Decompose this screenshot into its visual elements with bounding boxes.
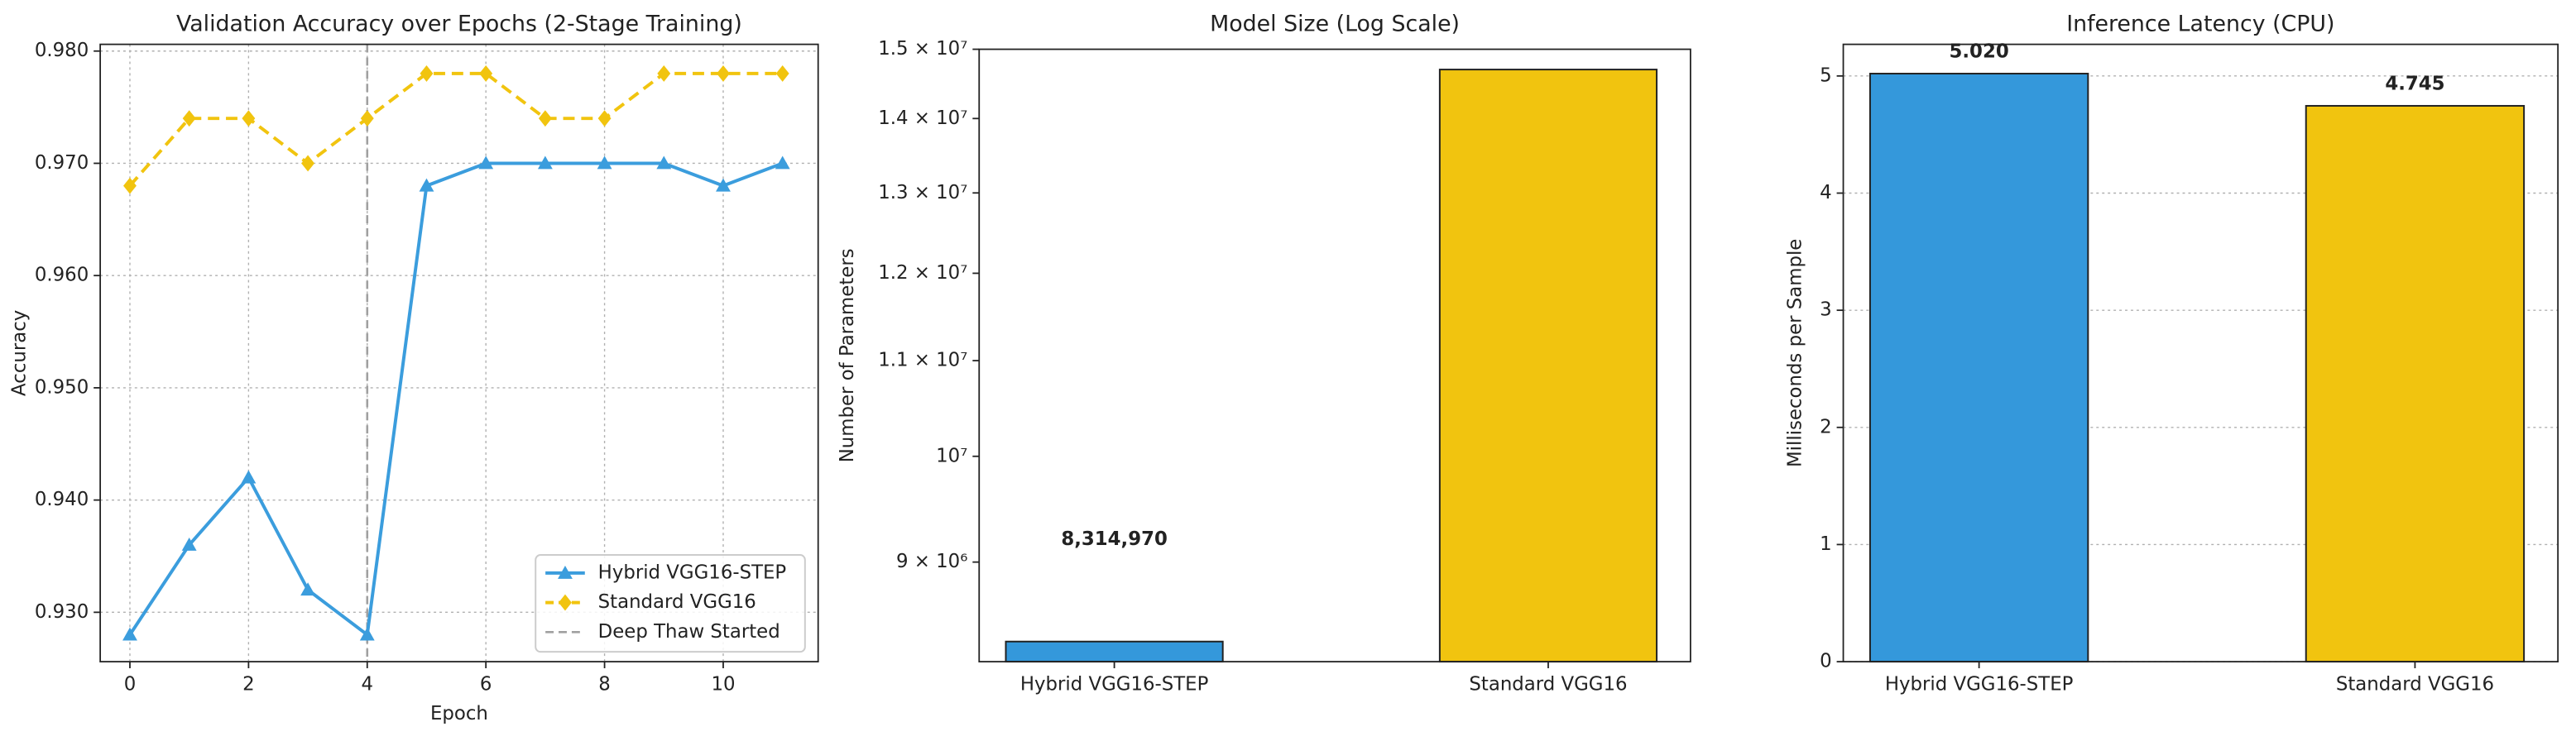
value-label: 4.745 (2385, 74, 2444, 95)
point (716, 178, 731, 192)
y-tick-label: 0.930 (35, 601, 89, 623)
y-tick-label: 1 (1820, 533, 1832, 555)
bar (1438, 69, 1658, 663)
legend-label: Standard VGG16 (598, 591, 756, 613)
point (597, 110, 612, 127)
x-tick-label: 2 (242, 673, 255, 695)
point (478, 155, 494, 170)
point (419, 178, 434, 192)
point (538, 110, 552, 127)
y-tick-label: 0.960 (35, 265, 89, 286)
y-tick-label: 1.3 × 10⁷ (878, 182, 967, 203)
bar (1868, 73, 2089, 663)
x-tick-label: Hybrid VGG16-STEP (1885, 673, 2074, 695)
x-tick-label: Hybrid VGG16-STEP (1020, 673, 1209, 695)
y-tick-label: 0.970 (35, 152, 89, 174)
point (537, 155, 553, 170)
x-tick-label: 0 (124, 673, 137, 695)
y-axis-label: Accuracy (8, 310, 30, 396)
line (128, 71, 783, 187)
point (360, 110, 374, 127)
y-axis-label: Milliseconds per Sample (1784, 239, 1806, 467)
x-axis-label: Epoch (430, 703, 488, 724)
y-tick-label: 1.5 × 10⁷ (878, 38, 967, 60)
axes-frame (1842, 43, 2559, 662)
point (359, 627, 375, 641)
point (775, 65, 789, 82)
point (656, 155, 672, 170)
x-tick-label: 10 (711, 673, 735, 695)
chart-title: Validation Accuracy over Epochs (2-Stage… (176, 11, 742, 36)
y-tick-label: 0 (1820, 651, 1832, 672)
legend-box (535, 554, 806, 653)
point (300, 582, 316, 596)
point (301, 155, 315, 172)
point (479, 65, 493, 82)
value-label: 8,314,970 (1061, 528, 1168, 550)
y-tick-label: 1.4 × 10⁷ (878, 108, 967, 129)
axes-frame (99, 43, 819, 662)
legend-label: Hybrid VGG16-STEP (598, 562, 787, 583)
chart-title: Model Size (Log Scale) (1210, 11, 1460, 36)
x-tick-label: 8 (598, 673, 611, 695)
point (420, 65, 434, 82)
y-tick-label: 9 × 10⁶ (896, 551, 967, 572)
y-tick-label: 3 (1820, 299, 1832, 321)
y-tick-label: 4 (1820, 182, 1832, 203)
y-tick-label: 0.950 (35, 376, 89, 398)
point (241, 470, 257, 484)
y-tick-label: 0.980 (35, 40, 89, 61)
point (657, 65, 671, 82)
legend-marker (559, 594, 572, 611)
x-tick-label: 4 (362, 673, 374, 695)
point (181, 537, 197, 551)
y-axis-label: Number of Parameters (837, 248, 858, 462)
y-tick-label: 5 (1820, 65, 1832, 86)
point (597, 155, 612, 170)
line (128, 161, 784, 638)
point (242, 110, 256, 127)
x-tick-label: 6 (480, 673, 492, 695)
bar (2305, 104, 2526, 663)
axes-frame (978, 48, 1691, 662)
bar (1005, 640, 1224, 663)
y-tick-label: 1.1 × 10⁷ (878, 350, 967, 371)
chart-title: Inference Latency (CPU) (2066, 11, 2334, 36)
x-tick-label: Standard VGG16 (1469, 673, 1627, 695)
y-tick-label: 1.2 × 10⁷ (878, 262, 967, 284)
point (122, 627, 137, 641)
point (775, 155, 790, 170)
legend-marker (558, 565, 573, 579)
point (717, 65, 730, 82)
y-tick-label: 2 (1820, 416, 1832, 437)
y-tick-label: 0.940 (35, 489, 89, 510)
x-tick-label: Standard VGG16 (2336, 673, 2494, 695)
legend-label: Deep Thaw Started (598, 621, 780, 643)
y-tick-label: 10⁷ (936, 445, 967, 466)
